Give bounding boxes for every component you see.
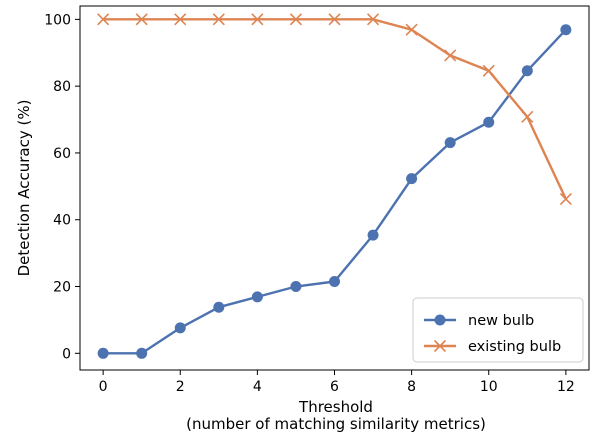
x-tick-label: 10 bbox=[480, 379, 498, 395]
data-point-new-bulb bbox=[406, 173, 418, 185]
data-point-new-bulb bbox=[251, 291, 263, 303]
data-point-existing-bulb bbox=[174, 13, 187, 26]
x-tick-label: 0 bbox=[99, 379, 108, 395]
data-point-new-bulb bbox=[329, 276, 340, 288]
data-point-new-bulb bbox=[97, 347, 109, 359]
legend-marker bbox=[434, 314, 446, 326]
x-axis: 0 2 4 6 8 10 12 bbox=[99, 370, 575, 395]
data-point-existing-bulb bbox=[135, 13, 148, 26]
y-tick-label: 100 bbox=[44, 12, 71, 28]
data-point-existing-bulb bbox=[251, 13, 264, 26]
x-tick-label: 12 bbox=[557, 379, 575, 395]
data-point-new-bulb bbox=[174, 322, 186, 334]
series-new-bulb bbox=[97, 24, 572, 359]
data-point-new-bulb bbox=[444, 137, 456, 149]
x-tick-label: 4 bbox=[253, 379, 262, 395]
data-point-existing-bulb bbox=[482, 64, 495, 77]
data-point-existing-bulb bbox=[444, 49, 457, 62]
data-point-new-bulb bbox=[521, 65, 533, 77]
y-tick-label: 40 bbox=[53, 213, 71, 229]
series-layer bbox=[97, 13, 572, 359]
y-tick-label: 0 bbox=[62, 346, 71, 362]
data-point-new-bulb bbox=[367, 229, 379, 241]
data-point-new-bulb bbox=[483, 116, 495, 128]
x-tick-label: 8 bbox=[407, 379, 416, 395]
data-point-new-bulb bbox=[290, 281, 302, 293]
data-point-existing-bulb bbox=[212, 13, 225, 26]
y-tick-label: 60 bbox=[53, 146, 71, 162]
legend: new bulb existing bulb bbox=[412, 297, 584, 363]
data-point-existing-bulb bbox=[405, 23, 418, 36]
data-point-new-bulb bbox=[213, 301, 225, 313]
x-axis-label-line2: (number of matching similarity metrics) bbox=[186, 415, 486, 433]
data-point-existing-bulb bbox=[289, 13, 303, 26]
data-point-new-bulb bbox=[136, 347, 148, 359]
legend-label: existing bulb bbox=[468, 339, 561, 355]
legend-entry-new-bulb: new bulb bbox=[424, 313, 534, 329]
x-tick-label: 6 bbox=[330, 379, 339, 395]
y-axis-label: Detection Accuracy (%) bbox=[15, 100, 33, 277]
data-point-new-bulb bbox=[560, 24, 572, 36]
data-point-existing-bulb bbox=[366, 13, 380, 26]
legend-entry-existing-bulb: existing bulb bbox=[424, 339, 561, 355]
data-point-existing-bulb bbox=[328, 13, 341, 26]
x-axis-label: Threshold bbox=[298, 398, 373, 416]
series-existing-bulb bbox=[97, 13, 572, 206]
y-tick-label: 20 bbox=[53, 280, 71, 296]
y-tick-label: 80 bbox=[53, 79, 71, 95]
legend-label: new bulb bbox=[468, 313, 534, 329]
data-point-existing-bulb bbox=[521, 110, 534, 123]
data-point-existing-bulb bbox=[97, 13, 110, 26]
y-axis: 0 20 40 60 80 100 bbox=[44, 12, 80, 362]
x-tick-label: 2 bbox=[176, 379, 185, 395]
legend-marker bbox=[433, 339, 447, 353]
data-point-existing-bulb bbox=[559, 192, 572, 206]
